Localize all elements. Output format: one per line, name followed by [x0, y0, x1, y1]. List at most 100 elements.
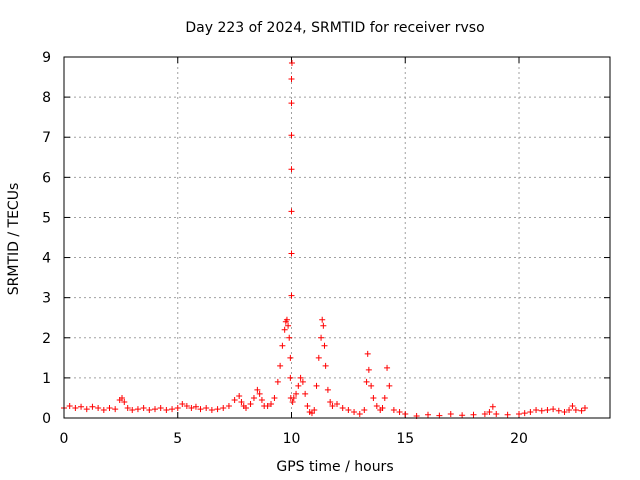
data-point [78, 403, 85, 410]
data-point [295, 382, 302, 389]
data-point [572, 406, 579, 413]
data-point [504, 411, 511, 418]
data-point [225, 402, 232, 409]
y-tick-label: 9 [42, 50, 51, 66]
x-tick-label: 20 [510, 431, 528, 447]
data-point [373, 402, 380, 409]
data-point [250, 394, 257, 401]
data-point [516, 410, 522, 417]
data-point [256, 390, 263, 397]
y-tick-label: 3 [42, 291, 51, 307]
grid [64, 57, 610, 418]
data-point [481, 410, 488, 417]
data-point [288, 208, 295, 215]
data-point [363, 378, 370, 385]
data-point [555, 407, 562, 414]
chart-title: Day 223 of 2024, SRMTID for receiver rvs… [185, 20, 484, 36]
data-point [533, 406, 540, 413]
data-point [279, 342, 286, 349]
data-point [402, 410, 409, 417]
data-point [561, 408, 568, 415]
x-tick-label: 5 [173, 431, 182, 447]
data-point [129, 406, 136, 413]
data-points [61, 60, 588, 419]
y-tick-label: 4 [42, 251, 51, 267]
data-point [140, 404, 147, 411]
y-axis-label: SRMTID / TECUs [6, 183, 22, 296]
data-point [315, 354, 322, 361]
y-tick-label: 0 [42, 411, 51, 427]
data-point [288, 132, 295, 139]
data-point [271, 394, 278, 401]
tick-labels: 0 5 10 15 20 0 1 2 3 4 5 6 7 8 9 [42, 50, 528, 447]
data-point [370, 394, 377, 401]
data-point [281, 326, 288, 333]
data-point [288, 292, 295, 299]
x-tick-label: 10 [283, 431, 301, 447]
data-point [183, 402, 190, 409]
x-tick-label: 15 [396, 431, 414, 447]
data-point [203, 404, 210, 411]
data-point [288, 250, 295, 257]
data-point [134, 406, 141, 413]
data-point [288, 60, 295, 67]
plot-frame [63, 56, 611, 419]
data-point [447, 410, 454, 417]
data-point [329, 402, 336, 409]
data-point [121, 398, 128, 405]
data-point [163, 406, 170, 413]
data-point [285, 322, 292, 329]
data-point [356, 410, 363, 417]
data-point [119, 394, 126, 401]
data-point [302, 390, 309, 397]
data-point [396, 408, 403, 415]
data-point [283, 316, 290, 323]
data-point [470, 411, 477, 418]
data-point [89, 403, 96, 410]
data-point [319, 316, 326, 323]
data-point [258, 396, 265, 403]
data-point [169, 406, 176, 413]
data-point [152, 406, 158, 413]
data-point [339, 404, 346, 411]
data-point [274, 378, 281, 385]
data-point [288, 100, 295, 107]
data-point [192, 403, 199, 410]
data-point [179, 400, 186, 407]
data-point [95, 404, 102, 411]
data-point [287, 374, 294, 381]
x-axis-label: GPS time / hours [276, 459, 393, 475]
data-point [304, 402, 311, 409]
data-point [247, 400, 254, 407]
data-point [243, 404, 249, 411]
data-point [521, 410, 528, 417]
y-tick-label: 6 [42, 170, 51, 186]
data-point [386, 382, 393, 389]
data-point [459, 412, 466, 419]
data-point [299, 378, 306, 385]
data-point [157, 404, 164, 411]
data-point [100, 406, 107, 413]
data-point [578, 407, 585, 414]
data-point [390, 406, 397, 413]
data-point [324, 386, 331, 393]
data-point [231, 396, 238, 403]
data-point [197, 406, 204, 413]
data-point [313, 382, 320, 389]
data-point [297, 374, 304, 381]
data-point [112, 406, 119, 413]
data-point [264, 402, 271, 409]
data-point [569, 402, 576, 409]
data-point [361, 406, 368, 413]
data-point [486, 408, 493, 415]
data-point [322, 362, 329, 369]
data-point [288, 166, 295, 173]
data-point [72, 404, 79, 411]
y-tick-label: 2 [42, 331, 51, 347]
data-point [311, 406, 318, 413]
y-tick-label: 5 [42, 210, 51, 226]
data-point [290, 394, 297, 401]
data-point [66, 402, 73, 409]
data-point [544, 406, 551, 413]
